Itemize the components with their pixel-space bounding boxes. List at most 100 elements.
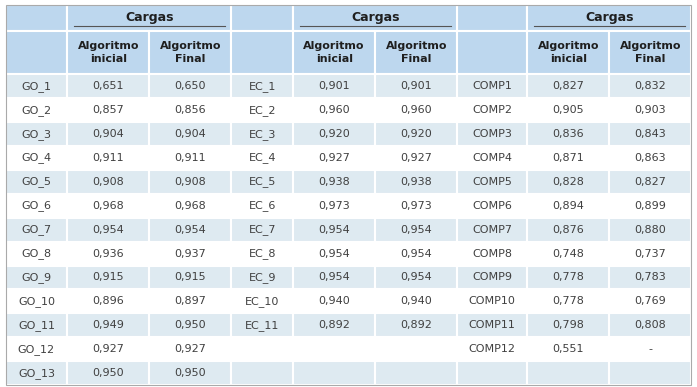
Bar	[6, 337, 67, 361]
Text: 0,901: 0,901	[401, 81, 432, 91]
Text: 0,968: 0,968	[174, 201, 206, 211]
Bar	[149, 289, 231, 313]
Bar	[609, 74, 691, 98]
Bar	[67, 194, 149, 218]
Bar	[67, 98, 149, 122]
Bar	[293, 5, 375, 31]
Bar	[6, 194, 67, 218]
Bar	[231, 313, 293, 337]
Text: 0,827: 0,827	[634, 177, 666, 187]
Text: 0,954: 0,954	[319, 225, 350, 235]
Text: 0,892: 0,892	[400, 320, 432, 330]
Bar	[457, 313, 527, 337]
Bar	[149, 146, 231, 170]
Text: EC_8: EC_8	[249, 248, 276, 259]
Bar	[149, 31, 231, 74]
Text: 0,905: 0,905	[553, 105, 584, 115]
Bar	[609, 241, 691, 265]
Text: EC_6: EC_6	[249, 200, 276, 211]
Text: 0,892: 0,892	[319, 320, 350, 330]
Text: COMP11: COMP11	[469, 320, 516, 330]
Bar	[527, 313, 609, 337]
Text: 0,894: 0,894	[552, 201, 584, 211]
Bar	[293, 5, 457, 31]
Text: 0,880: 0,880	[634, 225, 666, 235]
Text: EC_5: EC_5	[249, 176, 276, 187]
Bar	[609, 265, 691, 289]
Bar	[231, 337, 293, 361]
Bar	[609, 98, 691, 122]
Text: 0,915: 0,915	[174, 272, 206, 283]
Bar	[527, 194, 609, 218]
Bar	[293, 218, 375, 241]
Text: 0,901: 0,901	[319, 81, 350, 91]
Bar	[609, 313, 691, 337]
Bar	[293, 361, 375, 385]
Bar	[375, 194, 457, 218]
Text: COMP10: COMP10	[469, 296, 516, 307]
Bar	[293, 31, 375, 74]
Bar	[375, 313, 457, 337]
Text: 0,927: 0,927	[174, 344, 206, 354]
Bar	[609, 146, 691, 170]
Text: 0,927: 0,927	[400, 153, 432, 163]
Text: GO_5: GO_5	[22, 176, 52, 187]
Bar	[457, 241, 527, 265]
Text: 0,936: 0,936	[93, 248, 124, 259]
Bar	[67, 218, 149, 241]
Bar	[375, 146, 457, 170]
Text: 0,897: 0,897	[174, 296, 206, 307]
Bar	[457, 361, 527, 385]
Bar	[609, 5, 691, 31]
Text: 0,827: 0,827	[552, 81, 584, 91]
Bar	[67, 241, 149, 265]
Text: COMP12: COMP12	[469, 344, 516, 354]
Bar	[527, 5, 609, 31]
Text: 0,769: 0,769	[634, 296, 666, 307]
Text: 0,748: 0,748	[552, 248, 584, 259]
Text: 0,871: 0,871	[552, 153, 584, 163]
Bar	[527, 265, 609, 289]
Text: 0,968: 0,968	[93, 201, 124, 211]
Bar	[375, 122, 457, 146]
Bar	[149, 170, 231, 194]
Bar	[149, 313, 231, 337]
Bar	[527, 241, 609, 265]
Bar	[375, 361, 457, 385]
Text: EC_9: EC_9	[249, 272, 276, 283]
Bar	[457, 31, 527, 74]
Text: EC_1: EC_1	[249, 81, 276, 92]
Text: -: -	[648, 344, 652, 354]
Text: 0,903: 0,903	[634, 105, 666, 115]
Text: 0,927: 0,927	[319, 153, 350, 163]
Text: 0,778: 0,778	[552, 272, 584, 283]
Text: 0,783: 0,783	[634, 272, 666, 283]
Bar	[6, 218, 67, 241]
Bar	[609, 170, 691, 194]
Text: 0,808: 0,808	[634, 320, 666, 330]
Bar	[293, 98, 375, 122]
Text: 0,651: 0,651	[93, 81, 124, 91]
Text: Algoritmo
Final: Algoritmo Final	[620, 41, 681, 64]
Bar	[6, 170, 67, 194]
Text: 0,954: 0,954	[174, 225, 206, 235]
Text: 0,908: 0,908	[93, 177, 124, 187]
Bar	[231, 74, 293, 98]
Text: EC_10: EC_10	[245, 296, 279, 307]
Bar	[231, 122, 293, 146]
Text: 0,551: 0,551	[553, 344, 584, 354]
Bar	[293, 337, 375, 361]
Bar	[149, 361, 231, 385]
Text: GO_1: GO_1	[22, 81, 52, 92]
Text: 0,960: 0,960	[401, 105, 432, 115]
Bar	[231, 170, 293, 194]
Text: GO_8: GO_8	[22, 248, 52, 259]
Text: 0,863: 0,863	[634, 153, 666, 163]
Text: 0,911: 0,911	[93, 153, 124, 163]
Text: Algoritmo
inicial: Algoritmo inicial	[303, 41, 365, 64]
Bar	[375, 265, 457, 289]
Text: 0,954: 0,954	[400, 272, 432, 283]
Bar	[6, 361, 67, 385]
Bar	[293, 170, 375, 194]
Bar	[149, 74, 231, 98]
